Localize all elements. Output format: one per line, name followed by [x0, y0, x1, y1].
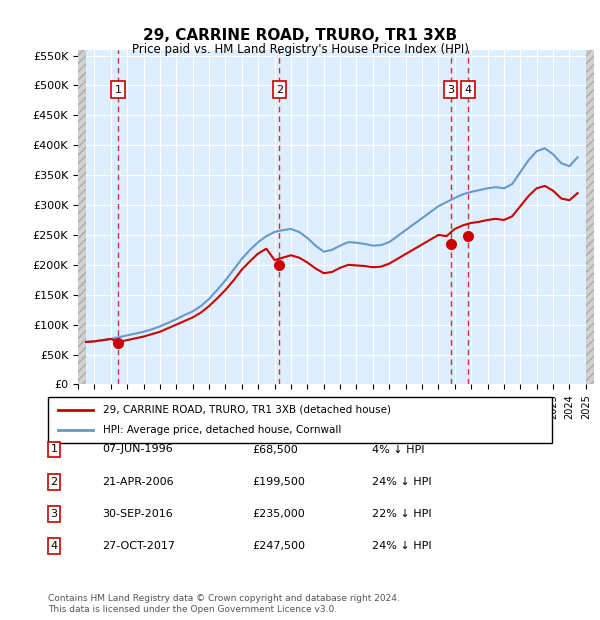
Text: 24% ↓ HPI: 24% ↓ HPI: [372, 541, 431, 551]
Text: 27-OCT-2017: 27-OCT-2017: [102, 541, 175, 551]
Text: 4: 4: [50, 541, 58, 551]
FancyBboxPatch shape: [48, 397, 552, 443]
Text: 1: 1: [50, 445, 58, 454]
Text: £247,500: £247,500: [252, 541, 305, 551]
Text: £199,500: £199,500: [252, 477, 305, 487]
Bar: [78, 50, 86, 384]
Text: 1: 1: [115, 85, 121, 95]
Text: Price paid vs. HM Land Registry's House Price Index (HPI): Price paid vs. HM Land Registry's House …: [131, 43, 469, 56]
Text: 2: 2: [50, 477, 58, 487]
Text: 29, CARRINE ROAD, TRURO, TR1 3XB (detached house): 29, CARRINE ROAD, TRURO, TR1 3XB (detach…: [103, 405, 391, 415]
Text: HPI: Average price, detached house, Cornwall: HPI: Average price, detached house, Corn…: [103, 425, 342, 435]
Text: 29, CARRINE ROAD, TRURO, TR1 3XB: 29, CARRINE ROAD, TRURO, TR1 3XB: [143, 28, 457, 43]
Bar: [586, 50, 594, 384]
Text: 3: 3: [50, 509, 58, 519]
Text: 24% ↓ HPI: 24% ↓ HPI: [372, 477, 431, 487]
Text: £68,500: £68,500: [252, 445, 298, 454]
Text: 22% ↓ HPI: 22% ↓ HPI: [372, 509, 431, 519]
Text: 4: 4: [464, 85, 472, 95]
Text: 2: 2: [276, 85, 283, 95]
Text: 30-SEP-2016: 30-SEP-2016: [102, 509, 173, 519]
Text: 07-JUN-1996: 07-JUN-1996: [102, 445, 173, 454]
Text: Contains HM Land Registry data © Crown copyright and database right 2024.
This d: Contains HM Land Registry data © Crown c…: [48, 595, 400, 614]
Text: 21-APR-2006: 21-APR-2006: [102, 477, 173, 487]
Text: 4% ↓ HPI: 4% ↓ HPI: [372, 445, 425, 454]
Text: 3: 3: [447, 85, 454, 95]
Text: £235,000: £235,000: [252, 509, 305, 519]
